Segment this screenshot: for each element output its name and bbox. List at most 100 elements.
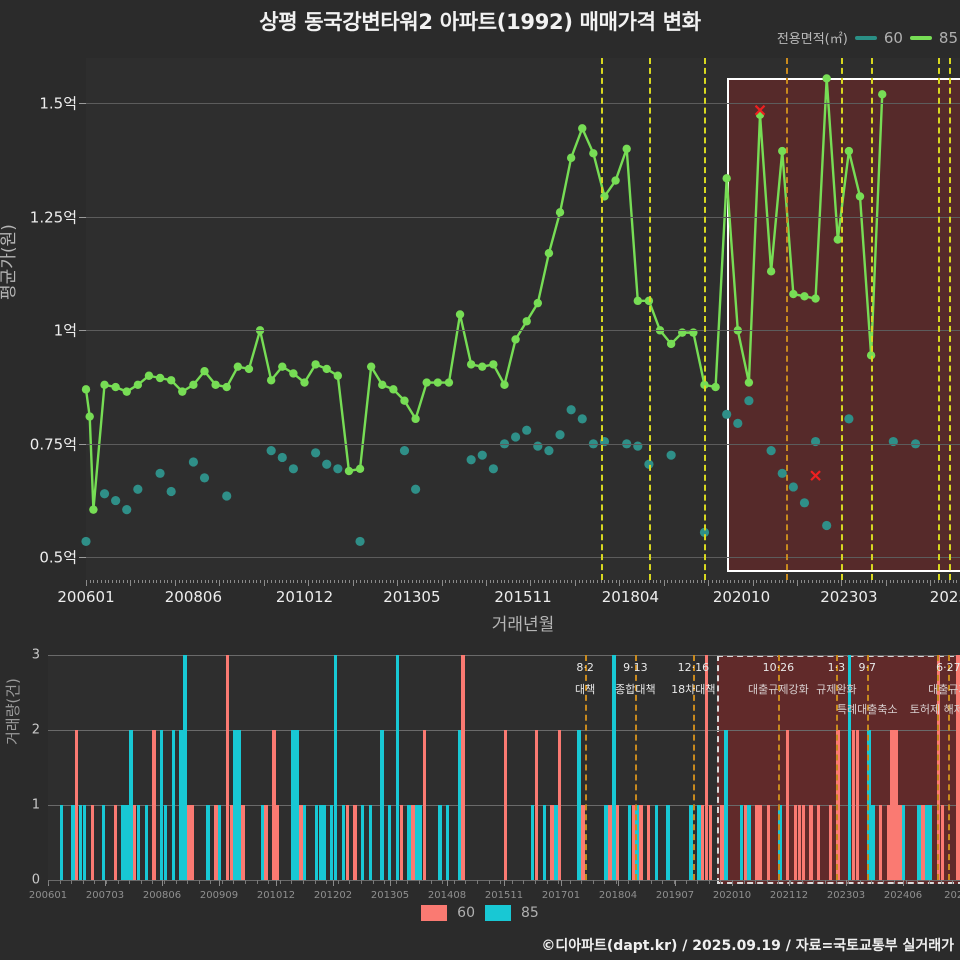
volume-x-tick-label: 201701 bbox=[541, 890, 581, 901]
data-point-85 bbox=[89, 505, 98, 514]
volume-bar bbox=[411, 805, 415, 880]
x-axis-minor-tick bbox=[230, 580, 232, 583]
legend-bottom-label-85: 85 bbox=[521, 905, 539, 921]
x-axis-minor-tick bbox=[793, 580, 795, 583]
volume-bar bbox=[129, 730, 133, 880]
data-point-85 bbox=[85, 412, 94, 421]
x-axis-tick-label: 201511 bbox=[494, 588, 552, 606]
x-axis-minor-tick bbox=[834, 580, 836, 583]
data-point-85 bbox=[833, 235, 842, 244]
volume-bar bbox=[295, 730, 299, 880]
x-axis-minor-tick bbox=[615, 580, 617, 583]
x-axis-minor-tick bbox=[715, 580, 717, 583]
x-axis-minor-tick bbox=[730, 580, 732, 583]
x-axis-tick-label: 202303 bbox=[820, 588, 878, 606]
x-axis-minor-tick bbox=[774, 580, 776, 583]
volume-bar bbox=[542, 805, 547, 880]
data-point-85 bbox=[444, 378, 454, 387]
data-point-60 bbox=[577, 414, 587, 424]
x-axis-minor-tick bbox=[663, 580, 665, 586]
volume-bar bbox=[225, 655, 230, 880]
volume-bar bbox=[739, 805, 744, 880]
y-axis-tick bbox=[79, 330, 86, 332]
x-axis-minor-tick bbox=[485, 580, 487, 586]
data-point-85 bbox=[844, 146, 854, 156]
volume-bar bbox=[847, 655, 852, 880]
volume-x-tick-label: 201804 bbox=[598, 890, 638, 901]
volume-bar bbox=[929, 805, 933, 880]
x-axis-minor-tick bbox=[371, 580, 373, 583]
x-axis-minor-tick bbox=[819, 580, 821, 583]
x-axis-minor-tick bbox=[97, 580, 99, 583]
x-axis-minor-tick bbox=[171, 580, 173, 583]
x-axis-minor-tick bbox=[245, 580, 247, 583]
data-point-85 bbox=[778, 146, 787, 156]
x-axis-minor-tick bbox=[837, 580, 839, 583]
volume-bar bbox=[71, 805, 75, 880]
volume-bar bbox=[237, 730, 241, 880]
volume-bar bbox=[921, 805, 925, 880]
y-axis-tick bbox=[79, 443, 86, 445]
volume-bar bbox=[264, 805, 268, 880]
footer-credit: ©디아파트(dapt.kr) / 2025.09.19 / 자료=국토교통부 실… bbox=[541, 938, 954, 954]
x-axis-minor-tick bbox=[537, 580, 539, 583]
x-axis-minor-tick bbox=[234, 580, 236, 583]
x-axis-minor-tick bbox=[393, 580, 395, 583]
volume-bar bbox=[817, 805, 821, 880]
data-point-85 bbox=[200, 367, 209, 376]
data-point-85 bbox=[789, 289, 798, 299]
x-axis-minor-tick bbox=[263, 580, 265, 586]
data-point-60 bbox=[844, 414, 854, 424]
x-axis-minor-tick bbox=[148, 580, 150, 583]
volume-bar bbox=[608, 805, 612, 880]
x-axis-minor-tick bbox=[193, 580, 195, 583]
volume-gridline bbox=[48, 880, 960, 881]
volume-bar bbox=[504, 730, 508, 880]
volume-bar bbox=[956, 655, 960, 880]
volume-bar bbox=[260, 805, 264, 880]
x-axis-minor-tick bbox=[430, 580, 432, 583]
x-axis-minor-tick bbox=[326, 580, 328, 583]
policy-marker-line bbox=[585, 655, 588, 880]
x-axis-minor-tick bbox=[152, 580, 154, 583]
volume-bar bbox=[272, 730, 276, 880]
x-axis-minor-tick bbox=[885, 580, 887, 586]
y-axis-tick bbox=[79, 103, 86, 105]
x-axis-minor-tick bbox=[219, 580, 221, 586]
data-point-85 bbox=[455, 310, 465, 319]
x-axis-minor-tick bbox=[948, 580, 950, 583]
volume-bar bbox=[407, 805, 411, 880]
volume-bar bbox=[898, 805, 902, 880]
volume-bar bbox=[353, 805, 357, 880]
volume-bar bbox=[59, 805, 63, 880]
x-axis-minor-tick bbox=[389, 580, 391, 583]
policy-marker-line bbox=[867, 655, 870, 880]
x-axis-minor-tick bbox=[671, 580, 673, 583]
data-point-85 bbox=[222, 382, 231, 392]
data-point-85 bbox=[811, 294, 820, 303]
x-axis-minor-tick bbox=[911, 580, 913, 583]
x-axis-minor-tick bbox=[682, 580, 684, 583]
legend-label-60: 60 bbox=[883, 28, 903, 47]
data-point-60 bbox=[477, 450, 487, 460]
data-point-60 bbox=[533, 441, 543, 451]
x-axis-minor-tick bbox=[526, 580, 528, 583]
data-point-85 bbox=[544, 248, 554, 258]
volume-bar bbox=[747, 805, 751, 880]
data-point-60 bbox=[188, 457, 198, 467]
volume-bar bbox=[160, 730, 164, 880]
x-axis-tick-label: 2025 bbox=[929, 588, 960, 606]
volume-bar bbox=[689, 805, 693, 880]
y-axis-title: 평균가(원) bbox=[0, 224, 19, 300]
x-axis-minor-tick bbox=[445, 580, 447, 583]
x-axis-tick-label: 202010 bbox=[712, 588, 771, 606]
x-axis-minor-tick bbox=[108, 580, 110, 583]
volume-bar bbox=[871, 805, 875, 880]
y-axis-tick-label: 1억 bbox=[53, 321, 77, 340]
data-point-60 bbox=[411, 484, 421, 494]
volume-x-tick-label: 201305 bbox=[370, 890, 410, 901]
x-axis-minor-tick bbox=[741, 580, 743, 583]
volume-bar bbox=[78, 805, 83, 880]
data-point-85 bbox=[366, 362, 376, 371]
x-axis-minor-tick bbox=[656, 580, 658, 583]
